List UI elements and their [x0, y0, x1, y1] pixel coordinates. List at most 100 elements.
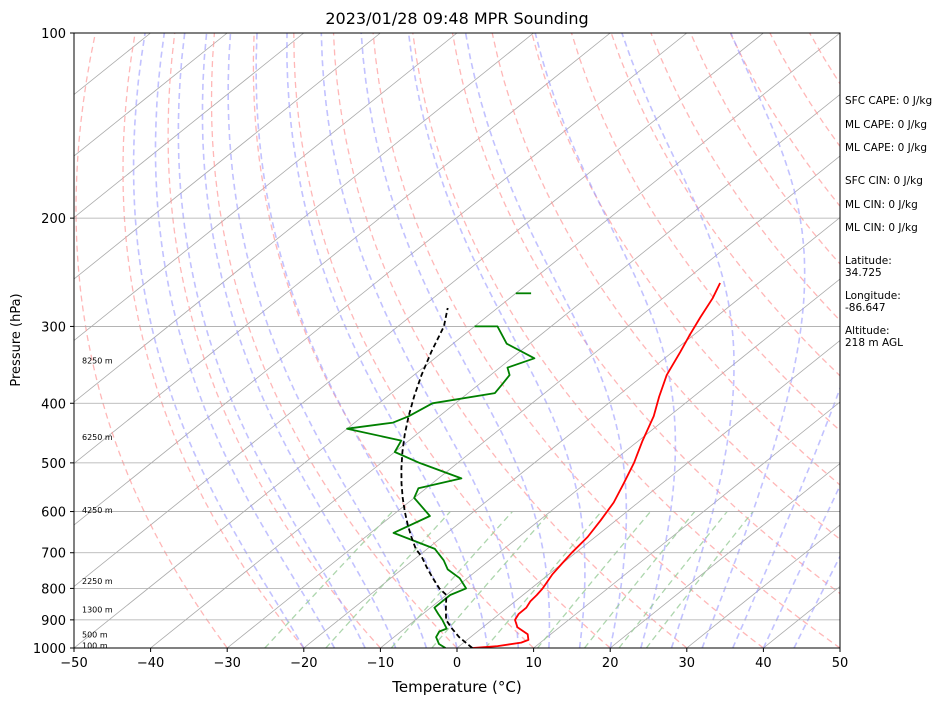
annotation-text: SFC CAPE: 0 J/kg [845, 95, 932, 107]
y-tick-label: 100 [41, 27, 66, 42]
height-label: 8250 m [82, 357, 113, 366]
annotation-line: SFC CAPE: 0 J/kg [845, 95, 932, 107]
x-tick-label: −10 [367, 656, 394, 671]
dry-adiabat-line [293, 33, 611, 648]
mixing-ratio-line [485, 511, 602, 648]
isotherm-line [74, 33, 228, 157]
dry-adiabat-line [412, 33, 840, 648]
x-tick-label: −20 [290, 656, 317, 671]
annotation-line: ML CAPE: 0 J/kg [845, 119, 927, 131]
moist-adiabat-line [286, 33, 489, 648]
y-tick-label: 700 [41, 547, 66, 562]
chart-title: 2023/01/28 09:48 MPR Sounding [325, 9, 588, 28]
dry-adiabat-line [650, 33, 840, 322]
annotation-text: Altitude: 218 m AGL [845, 325, 903, 349]
y-tick-label: 200 [41, 212, 66, 227]
dry-adiabat-line [332, 33, 688, 648]
annotation-text: ML CAPE: 0 J/kg [845, 142, 927, 154]
temperature-line [472, 282, 721, 648]
annotation-line: Altitude: [845, 325, 890, 337]
moist-adiabat-line [534, 33, 677, 648]
annotation-text: ML CAPE: 0 J/kg [845, 119, 927, 131]
mixing-ratio-line [325, 511, 451, 648]
mixing-ratio-line [390, 511, 513, 648]
dry-adiabat-line [929, 33, 946, 648]
isotherm-line [74, 33, 688, 526]
isotherm-line [74, 33, 305, 219]
annotation-line: ML CAPE: 0 J/kg [845, 142, 927, 154]
annotation-text: Longitude: -86.647 [845, 290, 901, 314]
parcel-line [400, 307, 473, 648]
y-tick-label: 800 [41, 582, 66, 597]
annotation-line: Latitude: [845, 255, 892, 267]
dry-adiabat-line [252, 33, 535, 648]
isotherm-line [226, 155, 840, 648]
moist-adiabat-line [407, 33, 586, 648]
x-tick-label: 10 [525, 656, 542, 671]
x-tick-label: −50 [60, 656, 87, 671]
mixing-ratio-line [583, 511, 696, 648]
annotation-line: ML CIN: 0 J/kg [845, 199, 918, 211]
dry-adiabat-line [610, 33, 840, 377]
data-series [346, 282, 721, 648]
background-lines [74, 33, 946, 648]
x-tick-label: 50 [832, 656, 849, 671]
moist-adiabat-line [701, 33, 806, 648]
mixing-ratio-line [536, 511, 651, 648]
y-tick-label: 400 [41, 397, 66, 412]
moist-adiabat-line [132, 33, 305, 648]
height-label: 6250 m [82, 433, 113, 442]
mixing-ratio-line [431, 511, 552, 648]
y-tick-label: 1000 [33, 642, 66, 657]
isotherm-line [74, 33, 381, 280]
y-axis-label: Pressure (hPa) [9, 293, 24, 386]
x-tick-label: −40 [137, 656, 164, 671]
dewpoint-line [346, 325, 536, 648]
moist-adiabat-line [732, 386, 840, 648]
isotherm-line [380, 278, 840, 648]
isotherm-line [74, 33, 458, 342]
isotherm-line [609, 462, 840, 648]
moist-adiabat-line [177, 33, 366, 648]
x-tick-label: −30 [213, 656, 240, 671]
dry-adiabat-line [570, 33, 840, 432]
y-tick-label: 900 [41, 614, 66, 629]
y-axis: 1000 900 800 700 600 500 400 300 200 100 [33, 27, 74, 657]
x-tick-label: 30 [679, 656, 696, 671]
dry-adiabat-line [167, 33, 381, 648]
annotation-line: Longitude: [845, 290, 901, 302]
annotation-text: ML CIN: 0 J/kg [845, 222, 918, 234]
isotherm-line [74, 33, 611, 465]
annotation-text: ML CIN: 0 J/kg [845, 199, 918, 211]
annotation-line: 218 m AGL [845, 337, 903, 349]
dry-adiabat-line [122, 33, 305, 648]
dry-adiabat-line [210, 33, 458, 648]
moist-adiabat-line [464, 33, 628, 648]
moist-adiabat-line [227, 33, 428, 648]
x-tick-label: 40 [755, 656, 772, 671]
x-axis: −50 −40 −30 −20 −10 0 10 20 30 40 50 [60, 648, 848, 671]
dry-adiabat-line [75, 33, 228, 648]
annotation-text: SFC CIN: 0 J/kg [845, 175, 923, 187]
y-tick-label: 600 [41, 506, 66, 521]
isotherm-line [74, 33, 534, 403]
moist-adiabat-line [360, 33, 551, 648]
isotherm-line [686, 524, 840, 648]
isotherm-line [74, 33, 840, 648]
x-tick-label: 20 [602, 656, 619, 671]
moist-adiabat-line [201, 33, 397, 648]
y-tick-label: 500 [41, 457, 66, 472]
height-label: 100 m [82, 641, 108, 650]
height-labels: 100 m 500 m 1300 m 2250 m 4250 m 6250 m 8250 m [82, 357, 113, 651]
x-tick-label: 0 [453, 656, 461, 671]
y-tick-label: 300 [41, 320, 66, 335]
annotation-line: 34.725 [845, 267, 882, 279]
side-annotations: SFC CAPE: 0 J/kg ML CAPE: 0 J/kg ML CAPE: … [845, 95, 932, 349]
annotation-line: -86.647 [845, 302, 886, 314]
annotation-line: ML CIN: 0 J/kg [845, 222, 918, 234]
x-axis-label: Temperature (°C) [391, 678, 521, 696]
height-label: 4250 m [82, 506, 113, 515]
height-label: 2250 m [82, 577, 113, 586]
height-label: 1300 m [82, 606, 113, 615]
moist-adiabat-line [320, 33, 520, 648]
